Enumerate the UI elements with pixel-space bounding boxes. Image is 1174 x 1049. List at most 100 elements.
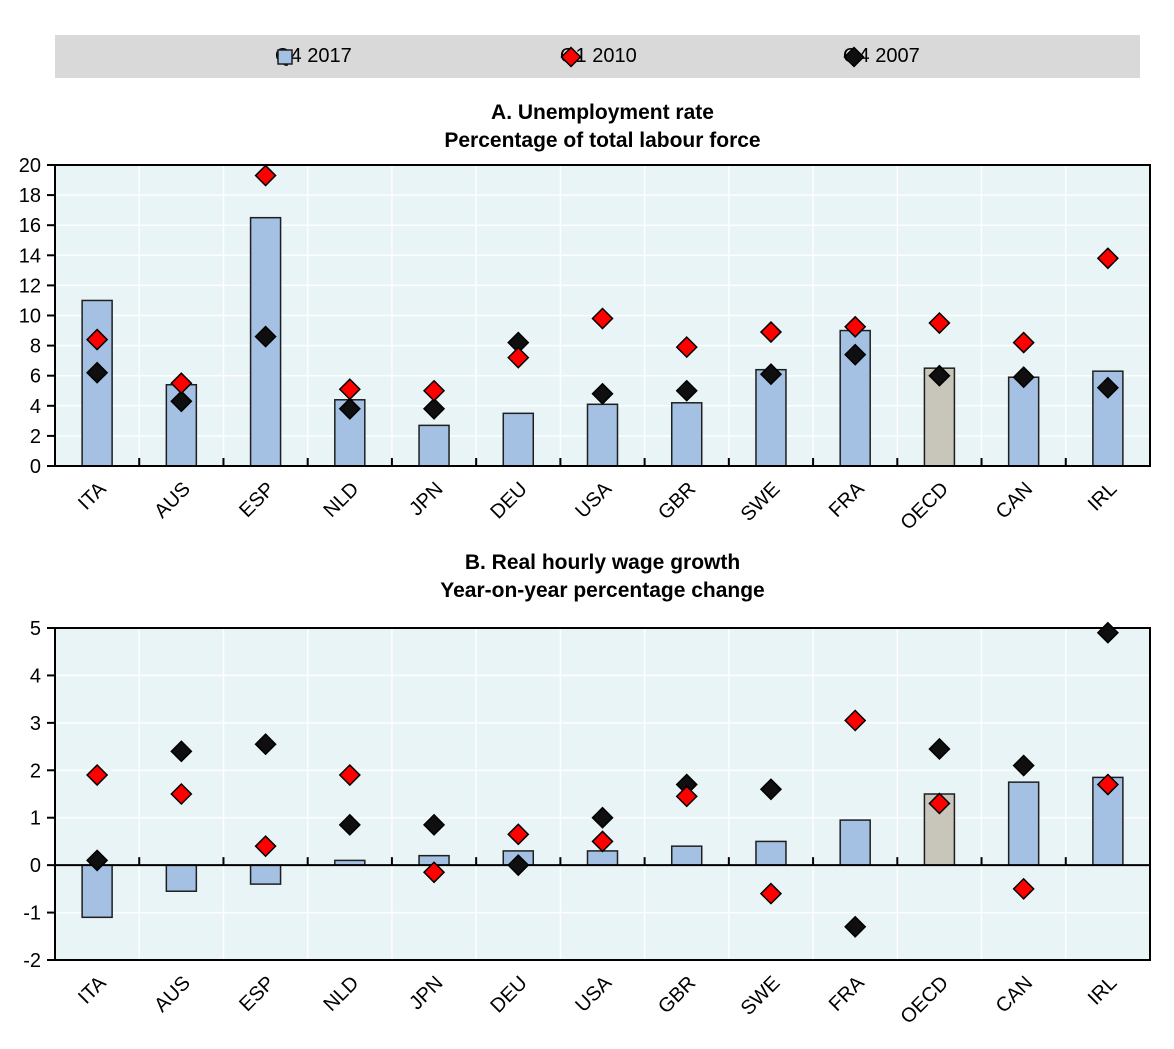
x-category-label: FRA [825, 478, 869, 522]
q1-2010-marker-ESP [254, 164, 277, 187]
x-category-label: ESP [235, 478, 279, 522]
q1-2010-marker-USA [591, 830, 614, 853]
q4-2007-marker-ITA [86, 849, 109, 872]
x-category-label: OECD [897, 972, 953, 1028]
bar-CAN [1007, 781, 1040, 866]
x-category-label: JPN [405, 972, 447, 1014]
bar-JPN [418, 424, 450, 467]
q1-2010-marker-FRA [844, 709, 867, 732]
q4-2007-marker-OECD [928, 737, 951, 761]
legend-item-q1-2010: Q1 2010 [560, 35, 637, 78]
y-tick-label: 14 [19, 245, 41, 267]
chart-a-subtitle: Percentage of total labour force [444, 129, 761, 152]
q4-2007-marker-FRA [844, 343, 867, 366]
q1-2010-marker-JPN [422, 379, 446, 402]
q1-2010-marker-ITA [86, 328, 109, 351]
bar-AUS [165, 864, 198, 892]
bar-SWE [755, 840, 787, 866]
x-category-label: GBR [654, 478, 700, 524]
chart-a-title: A. Unemployment rate [491, 101, 714, 124]
x-category-label: SWE [737, 972, 785, 1020]
y-tick-label: 12 [19, 275, 41, 297]
q1-2010-marker-FRA [844, 315, 867, 338]
x-category-label: NLD [319, 972, 363, 1016]
plot-border [54, 627, 1151, 961]
x-category-label: ITA [74, 478, 111, 515]
q1-2010-marker-SWE [759, 320, 783, 344]
q1-2010-marker-JPN [422, 861, 446, 884]
q4-2007-marker-SWE [759, 363, 783, 386]
bar-ESP [249, 864, 282, 885]
q4-2007-marker-SWE [759, 778, 783, 801]
q1-2010-marker-CAN [1012, 331, 1035, 354]
q4-2007-marker-OECD [928, 364, 951, 387]
q4-2007-marker-USA [591, 382, 614, 405]
q4-2007-marker-IRL [1096, 376, 1119, 399]
y-tick-label: 5 [30, 618, 41, 640]
y-tick-label: 10 [19, 306, 41, 328]
legend-label: Q4 2017 [275, 45, 352, 67]
q4-2007-marker-DEU [507, 854, 530, 877]
q4-2007-marker-NLD [338, 813, 361, 836]
y-tick-label: 4 [30, 396, 41, 418]
unemployment-rate-chart: 0 2 4 6 8 10 12 14 16 18 20 ITA AUS ESP NLD JPN DEU USA GB… [19, 155, 1151, 534]
y-tick-label: 2 [30, 760, 41, 782]
y-tick-label: 18 [19, 185, 41, 207]
q1-2010-marker-GBR [675, 336, 698, 359]
q1-2010-marker-DEU [507, 823, 530, 846]
y-tick-label: 20 [19, 155, 41, 177]
x-category-label: ESP [235, 972, 279, 1016]
q1-2010-marker-IRL [1096, 773, 1119, 796]
q1-2010-marker-ESP [254, 835, 277, 858]
bar-USA [586, 403, 619, 467]
q4-2007-marker-AUS [170, 390, 193, 413]
q4-2007-marker-CAN [1012, 754, 1035, 777]
bar-USA [586, 850, 619, 866]
x-category-label: DEU [486, 478, 531, 523]
q4-2007-marker-ITA [86, 361, 109, 384]
q4-2007-marker-ESP [254, 733, 277, 756]
x-category-label: AUS [150, 972, 195, 1017]
q4-2007-marker-JPN [422, 813, 446, 836]
bar-DEU [502, 412, 535, 467]
x-category-label: USA [571, 972, 616, 1017]
x-category-label: JPN [405, 478, 447, 520]
bar-GBR [670, 402, 703, 467]
y-tick-label: 3 [30, 713, 41, 735]
y-tick-label: 16 [19, 215, 41, 237]
legend-label: Q1 2010 [560, 45, 637, 67]
blue-square-icon [277, 48, 293, 65]
x-category-label: CAN [992, 972, 1037, 1017]
y-tick-label: 4 [30, 665, 41, 687]
y-tick-label: 1 [30, 808, 41, 830]
x-category-label: OECD [897, 478, 953, 534]
x-category-label: ITA [74, 972, 111, 1009]
x-category-label: GBR [654, 972, 700, 1018]
q4-2007-marker-USA [591, 806, 614, 829]
q1-2010-marker-NLD [338, 763, 361, 787]
y-tick-label: -2 [23, 950, 41, 972]
q1-2010-marker-CAN [1012, 877, 1035, 900]
bar-GBR [670, 845, 703, 866]
q1-2010-marker-NLD [338, 378, 361, 401]
x-category-label: FRA [825, 972, 869, 1016]
bar-CAN [1007, 376, 1040, 467]
x-category-label: NLD [319, 478, 363, 522]
q1-2010-marker-ITA [86, 763, 109, 787]
q1-2010-marker-AUS [170, 372, 193, 395]
legend-label: Q4 2007 [843, 45, 920, 67]
q1-2010-marker-GBR [675, 785, 698, 808]
legend-item-q4-2017: Q4 2017 [275, 35, 352, 78]
x-category-label: SWE [737, 478, 785, 526]
q4-2007-marker-FRA [844, 915, 867, 938]
y-tick-label: -1 [23, 903, 41, 925]
q1-2010-marker-USA [591, 307, 614, 330]
x-category-label: USA [571, 478, 616, 523]
q4-2007-marker-GBR [675, 379, 698, 402]
q1-2010-marker-AUS [170, 782, 193, 806]
black-diamond-icon [843, 45, 865, 68]
q4-2007-marker-NLD [338, 397, 361, 420]
q1-2010-marker-IRL [1096, 247, 1119, 270]
bar-ITA [81, 864, 113, 919]
